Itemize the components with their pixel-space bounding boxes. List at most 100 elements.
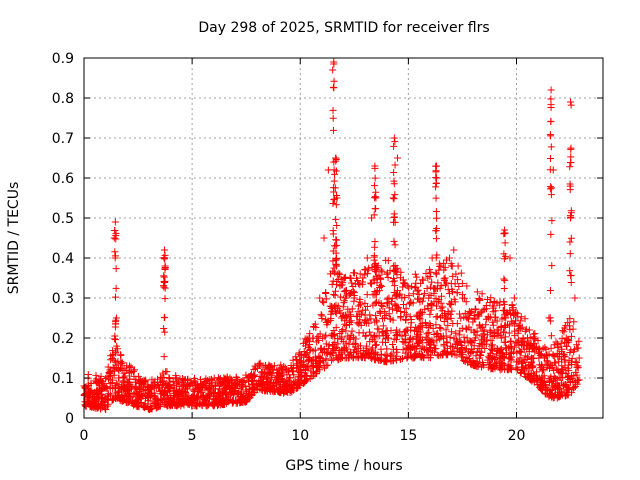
data-point	[202, 375, 210, 383]
data-point	[363, 316, 371, 324]
data-point	[332, 215, 340, 223]
data-point	[97, 387, 105, 395]
data-point	[332, 308, 340, 316]
data-point	[329, 126, 337, 134]
data-point	[409, 290, 417, 298]
data-point	[571, 358, 579, 366]
y-tick-label: 0.1	[52, 371, 74, 387]
data-point	[318, 297, 326, 305]
data-point	[573, 341, 581, 349]
data-point	[497, 345, 505, 353]
data-point	[567, 159, 575, 167]
data-point	[516, 354, 524, 362]
data-point	[379, 329, 387, 337]
data-point	[513, 365, 521, 373]
data-point	[428, 278, 436, 286]
data-point	[548, 386, 556, 394]
data-point	[387, 351, 395, 359]
data-point	[436, 351, 444, 359]
data-point	[558, 379, 566, 387]
data-point	[501, 354, 509, 362]
data-point	[376, 275, 384, 283]
data-point	[329, 340, 337, 348]
data-point	[513, 338, 521, 346]
data-point	[525, 344, 533, 352]
data-point	[548, 184, 556, 192]
data-point	[341, 273, 349, 281]
data-point	[388, 295, 396, 303]
data-point	[185, 399, 193, 407]
data-point	[391, 138, 399, 146]
data-point	[165, 384, 173, 392]
data-point	[427, 300, 435, 308]
data-point	[428, 348, 436, 356]
data-point	[280, 383, 288, 391]
data-point	[407, 326, 415, 334]
data-point	[570, 348, 578, 356]
data-point	[507, 337, 515, 345]
data-point	[375, 271, 383, 279]
data-point	[224, 382, 232, 390]
data-point	[280, 389, 288, 397]
x-tick-label: 10	[291, 428, 309, 444]
data-point	[501, 333, 509, 341]
data-point	[240, 392, 248, 400]
data-point	[166, 378, 174, 386]
data-point	[284, 382, 292, 390]
data-point	[383, 327, 391, 335]
data-point	[444, 286, 452, 294]
data-point	[509, 306, 517, 314]
data-point	[426, 266, 434, 274]
data-point	[523, 355, 531, 363]
data-point	[398, 332, 406, 340]
data-point	[362, 266, 370, 274]
data-point	[141, 390, 149, 398]
data-point	[522, 325, 530, 333]
data-point	[546, 131, 554, 139]
data-point	[275, 365, 283, 373]
data-point	[413, 287, 421, 295]
data-point	[497, 322, 505, 330]
data-point	[290, 383, 298, 391]
data-point	[415, 337, 423, 345]
data-point	[115, 374, 123, 382]
data-point	[316, 366, 324, 374]
data-point	[547, 374, 555, 382]
data-point	[462, 345, 470, 353]
data-point	[336, 329, 344, 337]
data-point	[151, 400, 159, 408]
grid-lines	[84, 58, 603, 418]
data-points	[80, 58, 583, 414]
data-point	[414, 286, 422, 294]
data-point	[555, 392, 563, 400]
data-point	[496, 301, 504, 309]
data-point	[368, 280, 376, 288]
data-point	[212, 397, 220, 405]
data-point	[349, 269, 357, 277]
data-point	[160, 353, 168, 361]
data-point	[426, 272, 434, 280]
data-point	[102, 374, 110, 382]
data-point	[337, 281, 345, 289]
data-point	[421, 289, 429, 297]
data-point	[104, 363, 112, 371]
data-point	[111, 218, 119, 226]
data-point	[342, 286, 350, 294]
data-point	[372, 341, 380, 349]
data-point	[141, 403, 149, 411]
data-point	[471, 305, 479, 313]
data-point	[277, 375, 285, 383]
data-point	[329, 199, 337, 207]
data-point	[160, 325, 168, 333]
data-point	[267, 383, 275, 391]
data-point	[268, 371, 276, 379]
data-point	[500, 338, 508, 346]
data-point	[118, 396, 126, 404]
data-point	[436, 324, 444, 332]
data-point	[333, 278, 341, 286]
data-point	[377, 356, 385, 364]
data-point	[92, 371, 100, 379]
data-point	[342, 322, 350, 330]
data-point	[500, 314, 508, 322]
data-point	[412, 333, 420, 341]
